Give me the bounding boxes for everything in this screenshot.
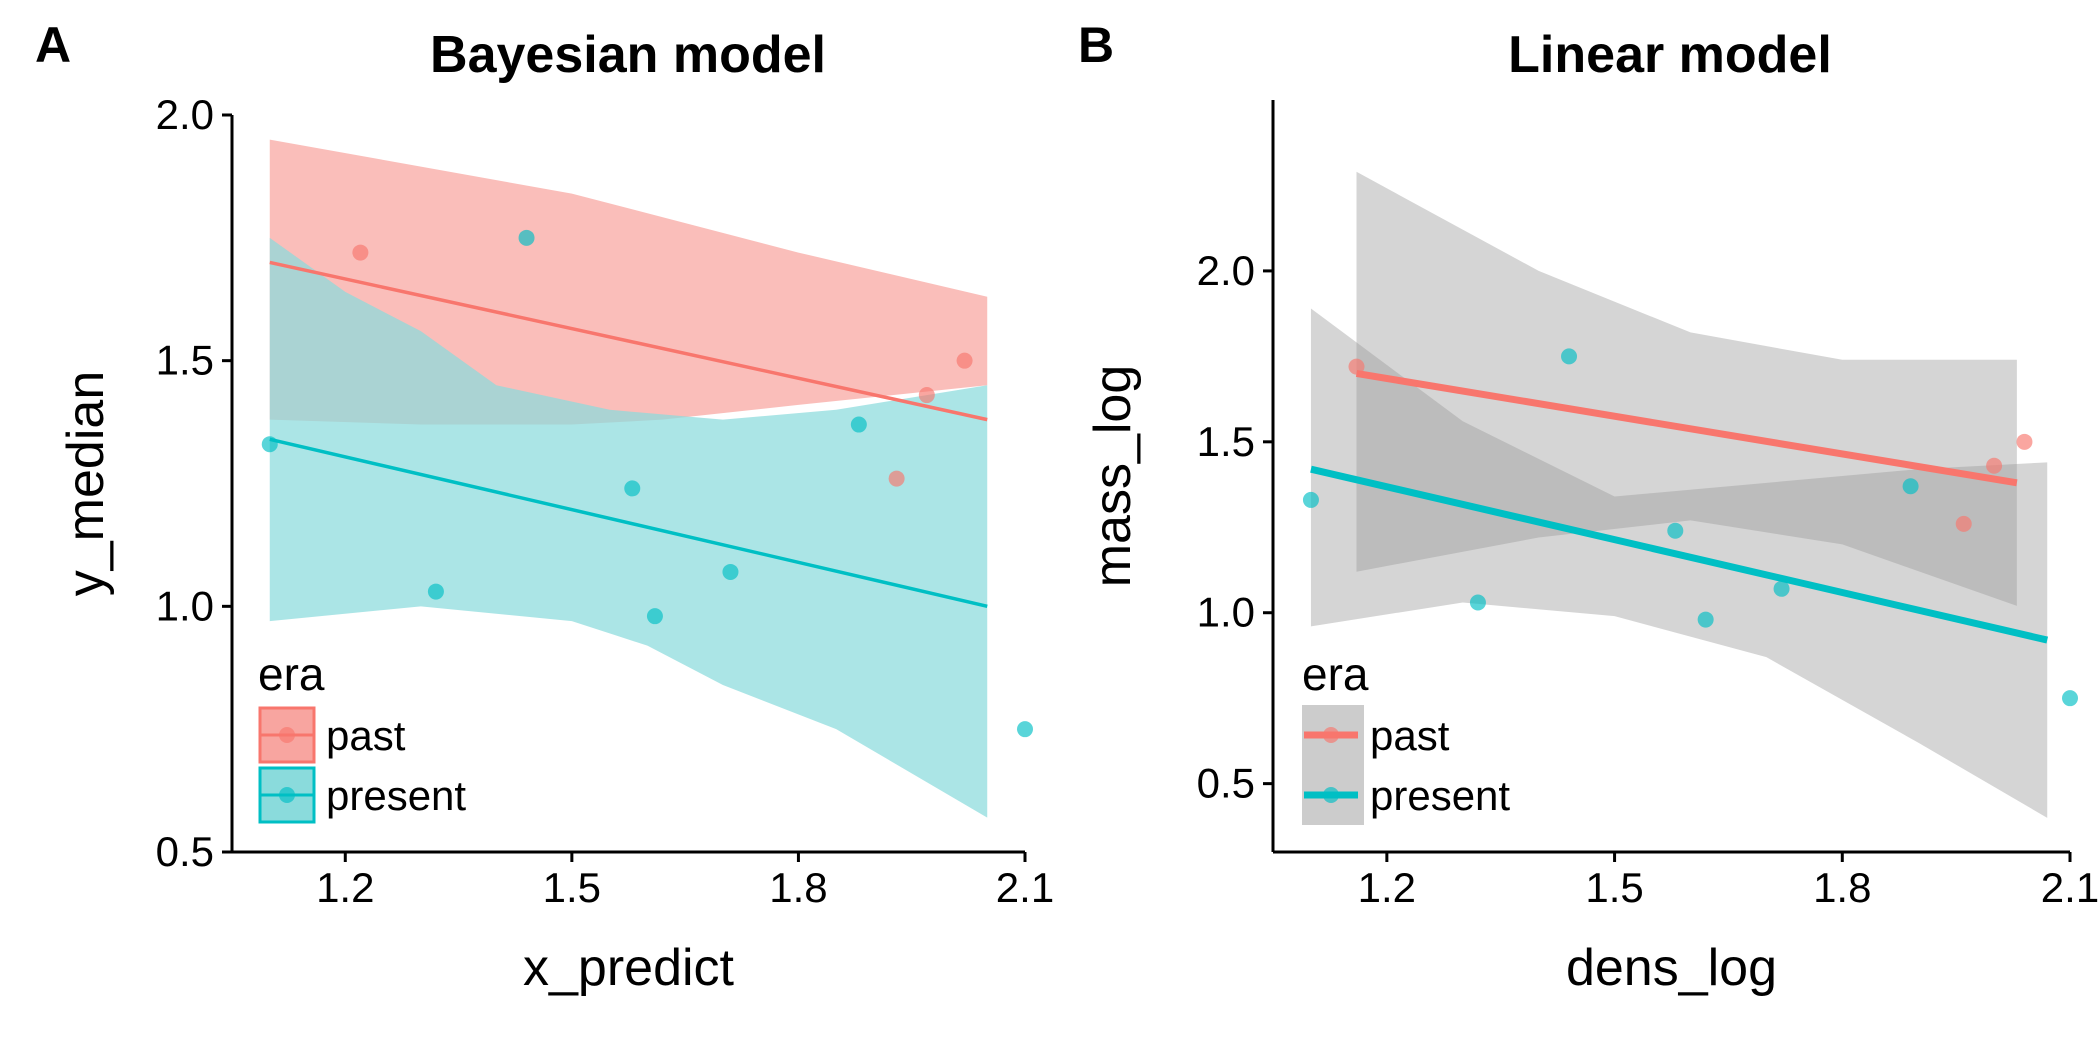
point-past [1955, 515, 1972, 532]
band-past [1356, 171, 2017, 606]
point-present [1302, 491, 1319, 508]
panel-b: B Linear model 1.2 1.5 1.8 2.1 0.5 1.0 1.5 2.0 den… [1078, 17, 2099, 997]
point-past [888, 470, 905, 487]
legend-point-past [1323, 727, 1339, 743]
point-past [956, 352, 973, 369]
x-tick-label: 1.2 [316, 864, 374, 911]
point-present [646, 608, 663, 625]
point-past [1986, 457, 2003, 474]
x-axis-title: dens_log [1566, 939, 1777, 997]
point-present [261, 436, 278, 453]
panel-a: A Bayesian model 1.2 1.5 1.8 2.1 0.5 1.0 1.5 2.0 x… [35, 17, 1054, 997]
point-present [427, 583, 444, 600]
point-past [918, 387, 935, 404]
x-tick-label: 2.1 [2041, 864, 2099, 911]
line-present [269, 437, 988, 609]
y-tick-label: 0.5 [156, 828, 214, 875]
legend-point-present [279, 787, 295, 803]
point-present [1667, 522, 1684, 539]
y-axis-title: y_median [57, 371, 115, 596]
point-present [1902, 478, 1919, 495]
point-present [2062, 690, 2078, 707]
legend-label-past: past [326, 712, 406, 759]
x-tick-label: 1.8 [769, 864, 827, 911]
y-tick-label: 1.0 [1197, 589, 1255, 636]
point-present [1017, 721, 1033, 738]
y-tick-label: 2.0 [1197, 247, 1255, 294]
point-present [1773, 580, 1790, 597]
line-past [1355, 370, 2018, 487]
legend-title: era [1302, 648, 1369, 700]
x-tick-label: 1.5 [543, 864, 601, 911]
y-tick-label: 1.5 [156, 337, 214, 384]
point-present [1697, 611, 1714, 628]
point-present [1469, 594, 1486, 611]
y-tick-label: 1.5 [1197, 418, 1255, 465]
x-axis-title: x_predict [523, 939, 735, 997]
legend-label-past: past [1370, 712, 1450, 759]
legend-label-present: present [1370, 772, 1510, 819]
point-past [2016, 433, 2033, 450]
band-present [1310, 308, 2048, 818]
x-tick-label: 1.2 [1358, 864, 1416, 911]
y-tick-label: 0.5 [1197, 760, 1255, 807]
point-present [850, 416, 867, 433]
y-tick-label: 1.0 [156, 582, 214, 629]
point-past [352, 244, 369, 261]
legend-point-past [279, 727, 295, 743]
panel-letter: A [35, 17, 71, 73]
line-past [269, 260, 988, 422]
y-tick-label: 2.0 [156, 91, 214, 138]
band-present [269, 237, 988, 818]
line-present [1310, 465, 2049, 644]
x-tick-label: 1.5 [1585, 864, 1643, 911]
chart-title: Linear model [1508, 26, 1832, 84]
point-present [722, 563, 739, 580]
point-present [1561, 348, 1578, 365]
y-axis-title: mass_log [1084, 365, 1142, 588]
x-tick-label: 2.1 [996, 864, 1054, 911]
x-tick-label: 1.8 [1813, 864, 1871, 911]
panel-letter: B [1078, 17, 1114, 73]
legend-label-present: present [326, 772, 466, 819]
point-present [624, 480, 641, 497]
point-present [518, 229, 535, 246]
legend-point-present [1323, 787, 1339, 803]
chart-title: Bayesian model [430, 26, 826, 84]
legend-title: era [258, 648, 325, 700]
point-past [1348, 358, 1365, 375]
